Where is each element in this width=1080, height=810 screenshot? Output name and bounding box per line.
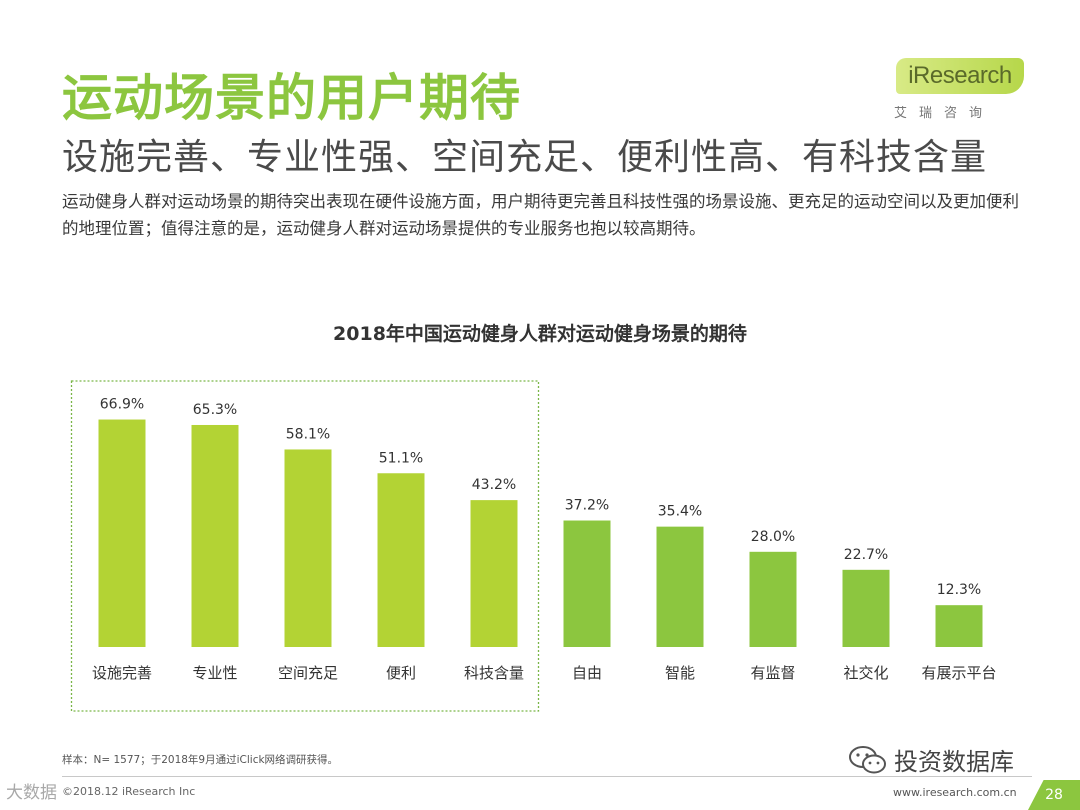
category-label: 有监督: [750, 664, 795, 682]
bar-4: [377, 473, 425, 647]
bar-7: [656, 526, 704, 647]
bar-10: [935, 605, 983, 647]
watermark-text: 大数据: [6, 783, 57, 803]
bar-chart: 2018年中国运动健身人群对运动健身场景的期待 66.9% 65.3% 58.1% 5…: [70, 322, 997, 712]
category-label: 自由: [572, 664, 602, 682]
bar-9: [842, 569, 890, 647]
bar-1: [98, 419, 146, 647]
copyright: ©2018.12 iResearch Inc: [62, 785, 196, 798]
category-label: 有展示平台: [921, 664, 996, 682]
page-subtitle: 设施完善、专业性强、空间充足、便利性高、有科技含量: [62, 137, 988, 178]
page-title: 运动场景的用户期待: [62, 69, 521, 127]
category-label: 社交化: [843, 664, 888, 682]
sample-footnote: 样本：N= 1577；于2018年9月通过iClick网络调研获得。: [62, 754, 339, 766]
value-label: 37.2%: [565, 498, 609, 514]
category-label: 科技含量: [464, 664, 524, 682]
chart-title: 2018年中国运动健身人群对运动健身场景的期待: [333, 322, 747, 345]
bar-3: [284, 449, 332, 647]
value-label: 12.3%: [937, 582, 981, 598]
value-label: 58.1%: [286, 426, 330, 442]
bar-5: [470, 500, 518, 647]
category-label: 智能: [665, 664, 695, 682]
bar-2: [191, 424, 239, 647]
category-label: 设施完善: [92, 664, 152, 682]
value-label: 35.4%: [658, 504, 702, 520]
value-label: 28.0%: [751, 529, 795, 545]
value-label: 43.2%: [472, 477, 516, 493]
footer-divider: [62, 776, 1032, 777]
category-label: 空间充足: [278, 664, 338, 682]
wechat-icon: [849, 745, 886, 773]
wechat-badge[interactable]: 投资数据库: [848, 742, 1014, 777]
wechat-account: 投资数据库: [894, 748, 1014, 776]
category-label: 便利: [386, 664, 416, 682]
bar-8: [749, 551, 797, 647]
footer-url[interactable]: www.iresearch.com.cn: [893, 786, 1017, 799]
value-label: 66.9%: [100, 397, 144, 413]
logo-mark: iResearch: [896, 58, 1024, 94]
highlight-frame: [70, 380, 540, 712]
category-label: 专业性: [192, 664, 237, 682]
value-label: 51.1%: [379, 450, 423, 466]
page-number: 28: [1028, 780, 1080, 810]
logo-chinese: 艾瑞咨询: [894, 106, 995, 121]
iresearch-logo[interactable]: iResearch 艾瑞咨询: [890, 56, 1030, 122]
bar-6: [563, 520, 611, 647]
value-label: 65.3%: [193, 402, 237, 418]
intro-text: 运动健身人群对运动场景的期待突出表现在硬件设施方面，用户期待更完善且科技性强的场…: [62, 192, 1019, 238]
value-label: 22.7%: [844, 547, 888, 563]
